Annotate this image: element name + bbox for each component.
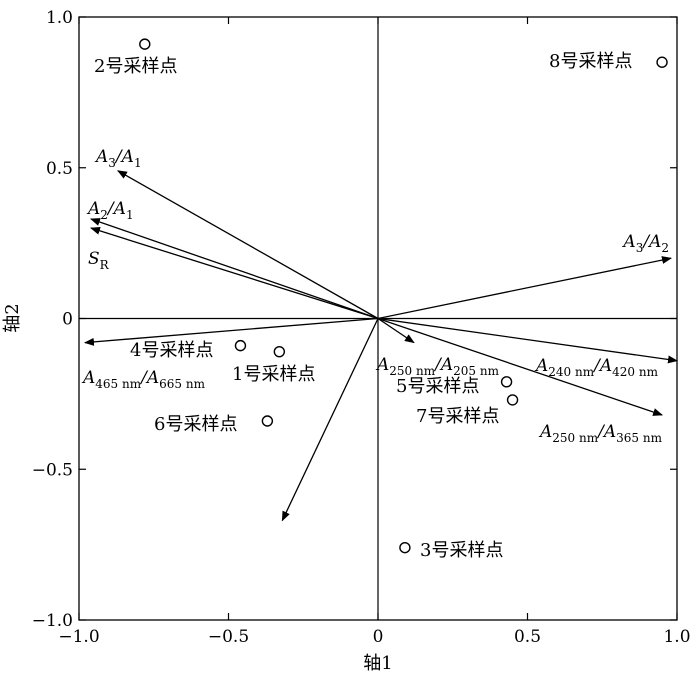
vector-arrow bbox=[377, 256, 672, 320]
y-tick-label: 1.0 bbox=[46, 8, 73, 28]
vector-arrow bbox=[377, 317, 678, 364]
y-tick-label: 0 bbox=[62, 310, 73, 330]
vector-arrow bbox=[377, 317, 663, 416]
x-axis-title: 轴1 bbox=[363, 653, 392, 674]
vector-label: A2/A1 bbox=[86, 199, 134, 222]
sample-point bbox=[273, 345, 286, 358]
x-tick-label: 0.5 bbox=[514, 627, 541, 647]
sample-point bbox=[399, 541, 411, 554]
sample-point-label: 1号采样点 bbox=[232, 364, 315, 385]
vector-arrow bbox=[90, 226, 379, 320]
vectors-group: A3/A1 A2/A1 SR A3/A2 A465 nm/A665 nm A250 nm/… bbox=[81, 147, 678, 522]
sample-point bbox=[139, 38, 151, 50]
sample-point-label: 5号采样点 bbox=[396, 376, 479, 397]
x-tick-label: −0.5 bbox=[208, 627, 249, 647]
points-group: 1号采样点 2号采样点 3号采样点 4号采样点 5号采样点 6号采样点 7号采样点 8号采样点 bbox=[94, 38, 668, 561]
y-tick-label: −1.0 bbox=[32, 611, 73, 631]
sample-point bbox=[656, 56, 668, 68]
vector-label: A465 nm/A665 nm bbox=[81, 368, 206, 391]
vector-arrow bbox=[83, 317, 379, 346]
vector-label: A240 nm/A420 nm bbox=[534, 356, 659, 379]
x-tick-label: −1.0 bbox=[58, 627, 99, 647]
sample-point bbox=[506, 394, 519, 406]
y-tick-label: −0.5 bbox=[32, 460, 73, 480]
sample-point bbox=[500, 376, 513, 388]
sample-point-label: 8号采样点 bbox=[549, 51, 632, 72]
sample-point-label: 4号采样点 bbox=[130, 340, 213, 361]
vector-label: A3/A1 bbox=[94, 147, 142, 170]
vector-arrow bbox=[117, 170, 379, 320]
y-axis-title: 轴2 bbox=[2, 303, 23, 332]
vector-label: A250 nm/A365 nm bbox=[538, 422, 663, 445]
sample-point-label: 7号采样点 bbox=[416, 406, 499, 427]
x-tick-label: 0 bbox=[373, 627, 384, 647]
vector-arrow bbox=[377, 317, 415, 344]
sample-point-label: 6号采样点 bbox=[154, 414, 237, 435]
y-tick-label: 0.5 bbox=[46, 159, 73, 179]
sample-point-label: 3号采样点 bbox=[420, 540, 503, 561]
vector-arrow bbox=[281, 318, 379, 522]
sample-point bbox=[261, 415, 274, 427]
vector-label: A250 nm/A205 nm bbox=[375, 355, 500, 378]
sample-point bbox=[234, 339, 247, 352]
vector-arrow bbox=[90, 218, 379, 320]
sample-point-label: 2号采样点 bbox=[94, 56, 177, 77]
vector-label: A3/A2 bbox=[621, 232, 669, 255]
x-tick-label: 1.0 bbox=[663, 627, 690, 647]
ticks-group: −1.0 −0.5 0 0.5 1.0 −1.0 −0.5 0 0.5 1.0 bbox=[32, 8, 691, 647]
vector-label: SR bbox=[88, 249, 110, 272]
